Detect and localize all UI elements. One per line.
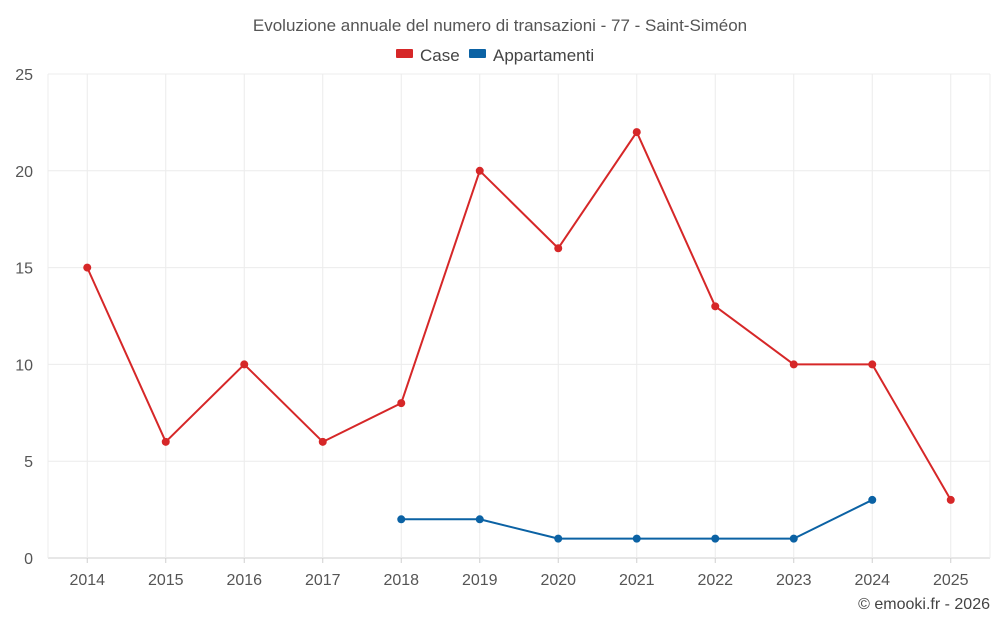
y-tick-label: 20 bbox=[15, 164, 33, 181]
x-tick-label: 2025 bbox=[933, 572, 969, 589]
legend-label-case[interactable]: Case bbox=[420, 46, 460, 65]
data-point-appartamenti-2022[interactable] bbox=[711, 534, 720, 543]
data-point-appartamenti-2024[interactable] bbox=[868, 495, 877, 504]
x-axis-ticks: 2014 2015 2016 2017 2018 2019 2020 2021 2022 2023… bbox=[69, 572, 968, 589]
x-tick-label: 2021 bbox=[619, 572, 655, 589]
series-line-case bbox=[86, 131, 952, 501]
credit-text: © emooki.fr - 2026 bbox=[858, 596, 990, 613]
x-tick-label: 2023 bbox=[776, 572, 812, 589]
legend-label-appartamenti[interactable]: Appartamenti bbox=[493, 46, 594, 65]
data-point-case-2022[interactable] bbox=[711, 302, 720, 311]
y-tick-label: 5 bbox=[24, 454, 33, 471]
y-tick-label: 0 bbox=[24, 551, 33, 568]
legend-swatch-case[interactable] bbox=[396, 49, 413, 58]
chart-title: Evoluzione annuale del numero di transaz… bbox=[253, 16, 747, 35]
x-tick-label: 2018 bbox=[383, 572, 419, 589]
data-point-case-2016[interactable] bbox=[240, 360, 249, 369]
data-point-case-2015[interactable] bbox=[161, 437, 170, 446]
x-tick-label: 2016 bbox=[226, 572, 262, 589]
x-tick-label: 2024 bbox=[854, 572, 890, 589]
data-point-appartamenti-2019[interactable] bbox=[475, 515, 484, 524]
data-point-case-2018[interactable] bbox=[397, 399, 406, 408]
data-point-case-2019[interactable] bbox=[475, 166, 484, 175]
data-point-case-2024[interactable] bbox=[868, 360, 877, 369]
data-point-case-2023[interactable] bbox=[789, 360, 798, 369]
data-point-case-2020[interactable] bbox=[554, 244, 563, 253]
data-point-appartamenti-2018[interactable] bbox=[397, 515, 406, 524]
y-tick-label: 15 bbox=[15, 261, 33, 278]
y-axis-ticks: 0 5 10 15 20 25 bbox=[15, 67, 33, 568]
x-tick-label: 2017 bbox=[305, 572, 341, 589]
data-point-case-2017[interactable] bbox=[318, 437, 327, 446]
series-layer bbox=[83, 128, 955, 543]
legend[interactable]: Case Appartamenti bbox=[396, 46, 594, 65]
grid bbox=[47, 73, 991, 563]
x-tick-label: 2015 bbox=[148, 572, 184, 589]
legend-swatch-appartamenti[interactable] bbox=[469, 49, 486, 58]
data-point-appartamenti-2021[interactable] bbox=[632, 534, 641, 543]
x-tick-label: 2020 bbox=[540, 572, 576, 589]
data-point-appartamenti-2020[interactable] bbox=[554, 534, 563, 543]
x-tick-label: 2019 bbox=[462, 572, 498, 589]
data-point-case-2025[interactable] bbox=[946, 495, 955, 504]
x-tick-label: 2014 bbox=[69, 572, 105, 589]
data-point-case-2014[interactable] bbox=[83, 263, 92, 272]
y-tick-label: 10 bbox=[15, 357, 33, 374]
y-tick-label: 25 bbox=[15, 67, 33, 84]
data-point-appartamenti-2023[interactable] bbox=[789, 534, 798, 543]
x-tick-label: 2022 bbox=[697, 572, 733, 589]
data-point-case-2021[interactable] bbox=[632, 128, 641, 137]
